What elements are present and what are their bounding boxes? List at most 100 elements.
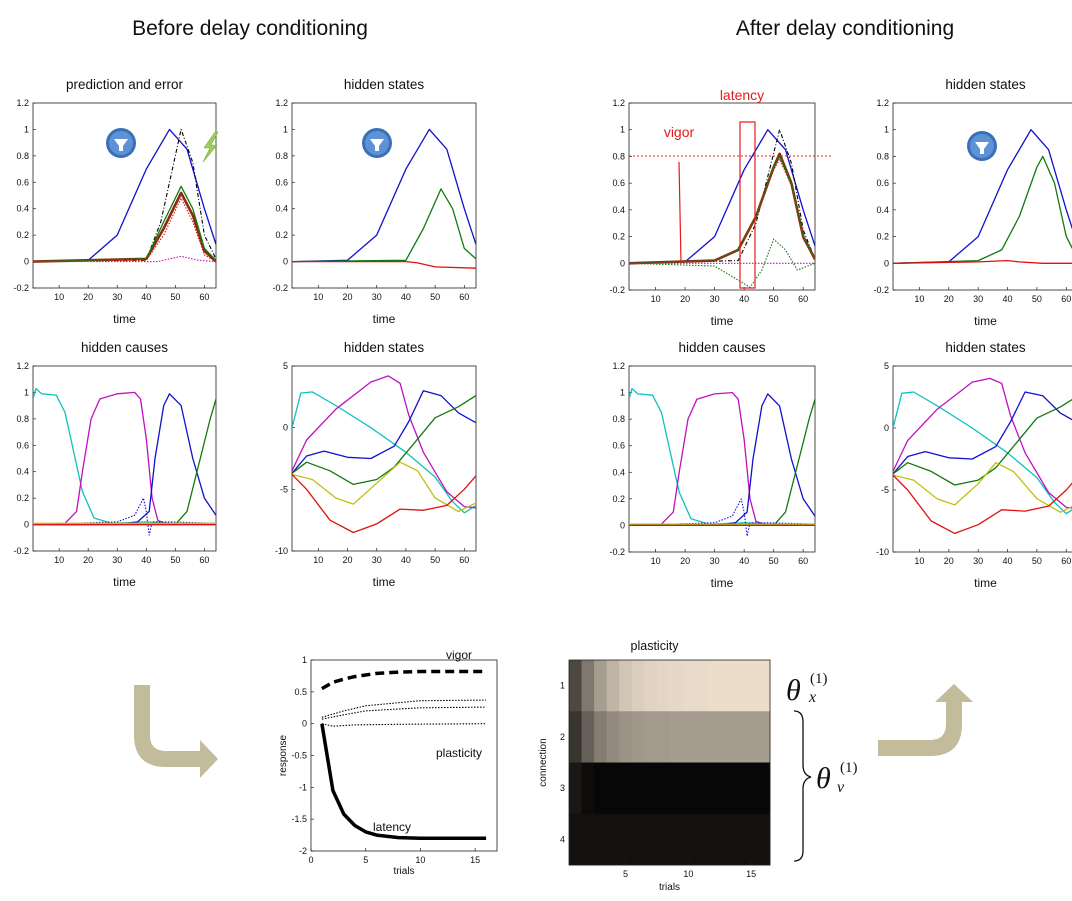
series-line-blue [33, 497, 216, 536]
heatmap-cell [569, 813, 582, 866]
y-tick-label: 0.4 [876, 205, 889, 215]
theta-v-subscript: v [837, 779, 845, 796]
heatmap-cell [682, 813, 696, 866]
heatmap-cell [744, 762, 758, 815]
y-tick-label: 1 [560, 681, 565, 691]
y-tick-label: -5 [280, 484, 288, 494]
y-tick-label: 1.2 [612, 98, 625, 108]
heatmap-cell [744, 660, 758, 712]
heatmap-cell [631, 711, 645, 763]
heatmap-cell [606, 762, 620, 815]
panel-title: hidden causes [678, 340, 765, 355]
panel-6: hidden states time 1.2 1 0.8 0.6 0.4 0.2 0 -0.2 10… [873, 77, 1072, 328]
heatmap-cell [631, 660, 645, 712]
series-line-green [33, 185, 216, 263]
x-tick-label: 20 [342, 555, 352, 565]
heatmap-cell [656, 762, 670, 815]
series-line-magenta [629, 391, 815, 527]
y-tick-label: 0.8 [612, 151, 625, 161]
heatmap-cell [619, 711, 633, 763]
y-tick-label: 1.2 [612, 361, 625, 371]
heatmap-cell [581, 813, 595, 866]
series-line-blue [893, 129, 1072, 264]
panel-title: prediction and error [66, 77, 184, 92]
series-line-red [292, 260, 476, 269]
x-tick-label: 40 [141, 555, 151, 565]
x-axis-label: time [373, 575, 396, 589]
y-tick-label: -10 [275, 546, 288, 556]
panel-title: hidden states [344, 77, 425, 92]
y-tick-label: 0.2 [275, 230, 288, 240]
heatmap-cell [732, 660, 746, 712]
x-tick-label: 40 [739, 556, 749, 566]
theta-v-brace [793, 710, 812, 862]
y-tick-label: -1 [299, 782, 307, 792]
y-tick-label: 5 [884, 361, 889, 371]
x-tick-label: 10 [313, 555, 323, 565]
x-axis-label: trials [659, 882, 680, 893]
series-line-magenta [33, 391, 216, 526]
heatmap-cell [707, 711, 721, 763]
panel-title: hidden states [945, 77, 1026, 92]
axes-frame [32, 102, 217, 289]
y-axis-label: response [278, 734, 289, 776]
x-axis-label: time [711, 576, 734, 590]
heatmap-cell [694, 762, 708, 815]
series-line-green [629, 238, 815, 288]
heatmap-cell [581, 762, 595, 815]
response-series-line [321, 669, 487, 691]
heatmap-cell [594, 711, 608, 763]
axes-frame [628, 365, 816, 553]
axes-frame [291, 365, 477, 552]
series-line-blue [292, 390, 476, 474]
series-line-black [33, 128, 216, 263]
theta-annotations: θ (1) x θ (1) v [786, 671, 858, 862]
heatmap-cell [707, 660, 721, 712]
y-tick-label: 0 [884, 258, 889, 268]
series-line-red [893, 259, 1072, 264]
x-tick-label: 40 [1003, 294, 1013, 304]
y-tick-label: 1 [620, 388, 625, 398]
heatmap-cell [656, 660, 670, 712]
small-panels: prediction and error time 1.2 1 0.8 0.6 0.4 0.2… [13, 77, 1072, 590]
theta-v-superscript: (1) [840, 760, 858, 776]
latency-label: latency [720, 87, 764, 103]
series-line-green [893, 398, 1072, 486]
panel-1: prediction and error time 1.2 1 0.8 0.6 0.4 0.2… [13, 77, 217, 326]
axes-frame [892, 102, 1072, 291]
heatmap-cell [694, 711, 708, 763]
x-tick-label: 10 [54, 292, 64, 302]
y-tick-label: 0 [620, 520, 625, 530]
y-tick-label: 0.4 [16, 204, 29, 214]
series-line-magenta [33, 255, 216, 263]
y-tick-label: 1 [24, 124, 29, 134]
y-tick-label: 0.6 [612, 178, 625, 188]
heatmap-cell [669, 711, 683, 763]
x-tick-label: 10 [651, 294, 661, 304]
y-tick-label: -0.2 [609, 547, 625, 557]
vigor-label: vigor [664, 124, 695, 140]
heatmap-cell [569, 762, 582, 815]
x-tick-label: 30 [112, 292, 122, 302]
x-tick-label: 30 [973, 556, 983, 566]
x-tick-label: 20 [342, 292, 352, 302]
x-tick-label: 50 [769, 556, 779, 566]
y-tick-label: 0.6 [16, 440, 29, 450]
panel-title: hidden states [344, 340, 425, 355]
x-axis-label: time [974, 314, 997, 328]
y-tick-label: -0.2 [609, 285, 625, 295]
heatmap-cell [744, 813, 758, 866]
series-line-green [33, 398, 216, 526]
y-tick-label: 4 [560, 834, 565, 844]
heatmap-cell [606, 660, 620, 712]
response-plot: 10.50-0.5-1-1.5-20 5 10 15trialsresponsevig… [278, 648, 498, 877]
y-tick-label: 0.2 [612, 232, 625, 242]
panel-2: hidden states time 1.2 1 0.8 0.6 0.4 0.2 0 -0.2 10… [272, 77, 477, 326]
series-line-magenta [292, 375, 476, 509]
heatmap-cell [757, 711, 771, 763]
plasticity-heatmap: 1 2 3 4 5 10 15 trials connection plasticity [538, 639, 771, 893]
x-tick-label: 10 [914, 556, 924, 566]
y-tick-label: 0.6 [16, 177, 29, 187]
y-tick-label: 1.2 [16, 361, 29, 371]
